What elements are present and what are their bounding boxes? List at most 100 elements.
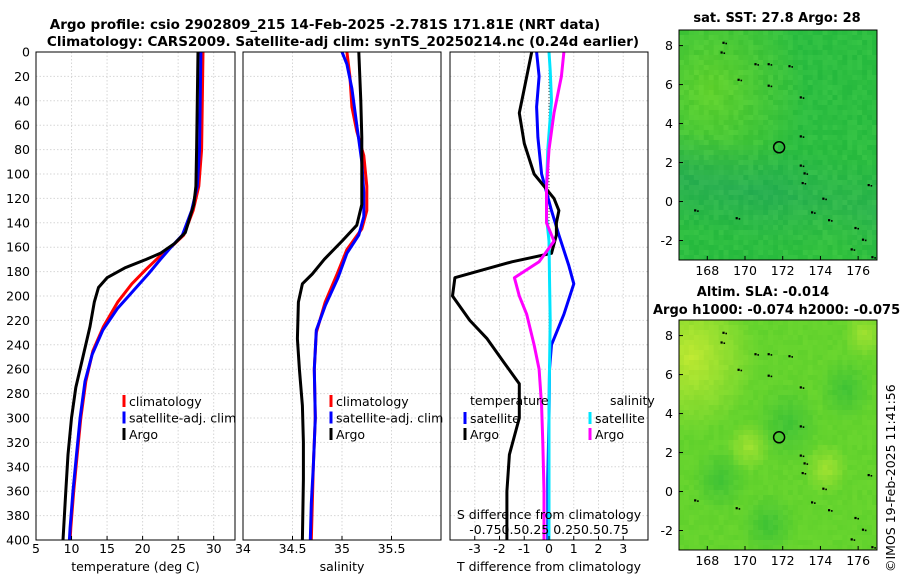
island-marker <box>770 375 773 378</box>
map-y-tick-label: 6 <box>665 367 673 382</box>
island-marker <box>828 219 831 222</box>
sst-map-title: sat. SST: 27.8 Argo: 28 <box>693 11 860 26</box>
island-marker <box>738 218 741 220</box>
x-tick-label: 0 <box>545 541 553 556</box>
island-marker <box>871 546 874 549</box>
x-tick-label: -3 <box>469 541 481 556</box>
island-marker <box>828 509 831 512</box>
legend-label: Argo <box>470 427 499 442</box>
island-marker <box>822 197 825 200</box>
island-marker <box>788 65 791 68</box>
island-marker <box>854 516 857 520</box>
y-tick-label: 240 <box>6 337 30 352</box>
y-tick-label: 360 <box>6 484 30 499</box>
island-marker <box>802 136 805 138</box>
island-marker <box>740 369 743 372</box>
island-marker <box>791 66 793 68</box>
island-marker <box>767 374 770 377</box>
x-tick-label: -2 <box>493 541 505 556</box>
island-marker <box>802 455 805 458</box>
island-marker <box>806 463 809 465</box>
y-tick-label: 20 <box>14 69 30 84</box>
map-y-tick-label: 4 <box>665 116 673 131</box>
island-marker <box>694 209 697 212</box>
x-tick-label: 30 <box>206 541 222 556</box>
x-tick-label: 35.5 <box>378 541 406 556</box>
legend-label: Argo <box>336 427 365 442</box>
island-marker <box>754 353 757 356</box>
x-tick-label: 25 <box>170 541 186 556</box>
x-axis-label: temperature (deg C) <box>71 559 200 574</box>
y-tick-label: 0 <box>22 45 30 60</box>
y-tick-label: 160 <box>6 240 30 255</box>
map-x-tick-label: 172 <box>771 263 795 278</box>
map-y-tick-label: 6 <box>665 77 673 92</box>
series-line-argo <box>451 52 561 540</box>
island-marker <box>861 238 865 241</box>
y-tick-label: 60 <box>14 118 30 133</box>
island-marker <box>802 387 805 389</box>
island-marker <box>874 257 876 259</box>
island-marker <box>870 185 873 187</box>
y-tick-label: 100 <box>6 167 30 182</box>
legend-label: satellite-adj. clim <box>129 411 236 426</box>
island-marker <box>825 198 827 201</box>
island-marker <box>804 473 807 475</box>
island-marker <box>831 220 833 222</box>
island-marker <box>802 97 805 99</box>
island-marker <box>697 500 699 502</box>
island-marker <box>814 502 816 504</box>
island-marker <box>857 517 859 520</box>
y-tick-label: 320 <box>6 435 30 450</box>
island-marker <box>804 183 807 185</box>
map-y-tick-label: 4 <box>665 406 673 421</box>
legend-label: satellite <box>470 411 520 426</box>
island-marker <box>801 472 804 475</box>
island-marker <box>788 355 791 358</box>
y-tick-label: 400 <box>6 533 30 548</box>
island-marker <box>799 164 802 167</box>
legend-group-title: salinity <box>610 393 655 408</box>
island-marker <box>857 227 859 230</box>
island-marker <box>850 538 853 541</box>
difference-profile: -3 -2 -1 0 1 2 3 T difference from climatology <box>449 51 649 574</box>
x-tick-label: 2 <box>595 541 603 556</box>
island-marker <box>735 507 738 510</box>
y-tick-label: 200 <box>6 289 30 304</box>
island-marker <box>850 248 853 251</box>
map-y-tick-label: 8 <box>665 38 673 53</box>
island-marker <box>697 210 699 212</box>
island-marker <box>770 64 773 66</box>
island-marker <box>757 64 759 66</box>
legend-label: Argo <box>595 427 624 442</box>
island-marker <box>737 368 740 371</box>
island-marker <box>725 42 727 45</box>
island-marker <box>861 528 865 531</box>
series-line-argo <box>295 52 364 540</box>
island-marker <box>801 182 804 185</box>
sla-map-subtitle: Argo h1000: -0.074 h2000: -0.075 <box>653 303 900 318</box>
island-marker <box>853 249 856 251</box>
x-tick-label: -1 <box>518 541 530 556</box>
y-tick-label: 40 <box>14 93 30 108</box>
island-marker <box>802 165 805 168</box>
island-marker <box>770 85 773 88</box>
temperature-profile: 5 10 15 20 25 3002040608010012014016018020022… <box>6 45 236 574</box>
legend-label: satellite-adj. clim <box>336 411 443 426</box>
map-y-tick-label: 2 <box>665 155 673 170</box>
map-x-tick-label: 176 <box>846 263 870 278</box>
island-marker <box>802 426 805 428</box>
island-marker <box>864 239 867 242</box>
island-marker <box>799 386 802 389</box>
series-line-argo <box>512 52 566 540</box>
island-marker <box>767 84 770 87</box>
island-marker <box>825 488 827 491</box>
y-tick-label: 280 <box>6 386 30 401</box>
s-axis-label: S difference from climatology <box>457 507 642 522</box>
island-marker <box>722 331 725 334</box>
map-y-tick-label: 0 <box>665 484 673 499</box>
island-marker <box>767 353 770 356</box>
sst-heatmap <box>679 30 878 261</box>
x-tick-label: 35 <box>334 541 350 556</box>
